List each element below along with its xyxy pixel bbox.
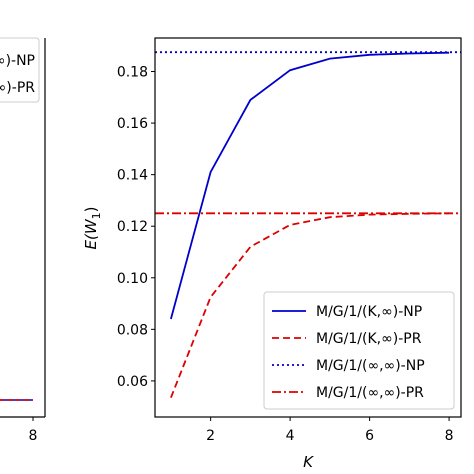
y-tick-label: 0.12	[117, 219, 148, 235]
x-tick-label: 4	[286, 428, 295, 444]
y-tick-label: 0.18	[117, 65, 148, 81]
left-panel-x-tick-label: 8	[29, 428, 38, 444]
y-axis-label-main: E(W	[82, 218, 100, 249]
x-axis-label: K	[303, 453, 314, 471]
legend-entries: M/G/1/(K,∞)-NP M/G/1/(K,∞)-PR M/G/1/(∞,∞)-…	[272, 304, 425, 401]
y-tick-label: 0.06	[117, 374, 148, 390]
y-tick-label: 0.14	[117, 168, 148, 184]
y-tick-label: 0.16	[117, 116, 148, 132]
x-tick-label: 2	[206, 428, 215, 444]
legend-label-3: M/G/1/(∞,∞)-PR	[316, 385, 424, 401]
left-panel: 8 ∞)-NP ∞)-PR	[0, 37, 46, 444]
plot-lines	[155, 51, 461, 399]
y-axis-label: E(W1)	[82, 206, 103, 249]
legend-label-2: M/G/1/(∞,∞)-NP	[316, 358, 425, 374]
series-line-1	[170, 212, 450, 399]
x-tick-label: 8	[445, 428, 454, 444]
y-axis: 0.06 0.08 0.10 0.12 0.14 0.16 0.18	[117, 65, 155, 390]
y-axis-label-close: )	[82, 206, 100, 212]
legend: M/G/1/(K,∞)-NP M/G/1/(K,∞)-PR M/G/1/(∞,∞)-…	[263, 291, 455, 410]
x-tick-label: 6	[365, 428, 374, 444]
legend-label-1: M/G/1/(K,∞)-PR	[316, 331, 422, 347]
right-panel: 2 4 6 8 0.06 0.08 0.10 0.12 0.14 0.16 0.18 K E(W1…	[82, 37, 462, 471]
series-line-0	[170, 51, 450, 320]
y-axis-label-subscript: 1	[90, 212, 103, 219]
left-panel-legend-pr-fragment: ∞)-PR	[0, 80, 35, 96]
legend-box	[263, 291, 455, 410]
left-panel-legend-box	[0, 37, 40, 103]
left-panel-legend: ∞)-NP ∞)-PR	[0, 37, 40, 103]
left-panel-legend-np-fragment: ∞)-NP	[0, 53, 35, 69]
y-tick-label: 0.10	[117, 271, 148, 287]
x-axis: 2 4 6 8	[206, 417, 454, 444]
y-tick-label: 0.08	[117, 322, 148, 338]
legend-label-0: M/G/1/(K,∞)-NP	[316, 304, 422, 320]
plot-frame	[154, 37, 462, 418]
